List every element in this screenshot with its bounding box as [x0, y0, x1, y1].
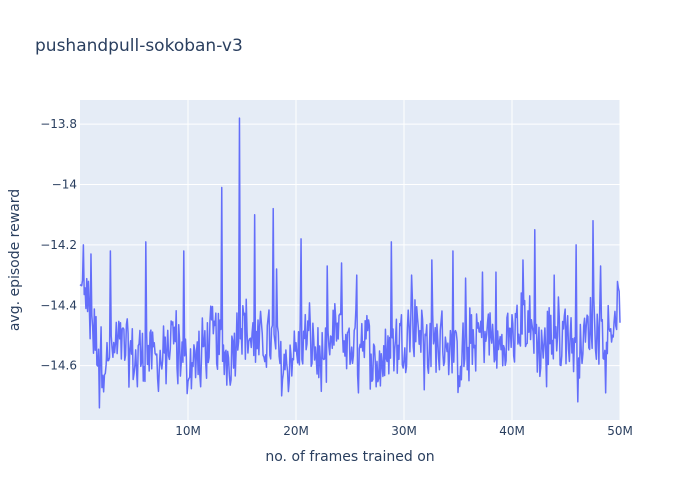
- y-tick-label: −14.6: [40, 359, 77, 373]
- x-tick-label: 30M: [391, 424, 417, 438]
- y-tick-label: −14: [52, 178, 77, 192]
- series-line: [79, 117, 621, 409]
- chart-title: pushandpull-sokoban-v3: [35, 36, 243, 56]
- x-tick-label: 20M: [283, 424, 309, 438]
- y-axis-title: avg. episode reward: [7, 189, 23, 331]
- y-axis-ticks: −14.6 −14.4 −14.2 −14 −13.8: [40, 117, 77, 373]
- y-tick-label: −14.2: [40, 238, 77, 252]
- x-tick-label: 40M: [499, 424, 525, 438]
- y-tick-label: −14.4: [40, 298, 77, 312]
- x-tick-label: 10M: [175, 424, 201, 438]
- x-axis-title: no. of frames trained on: [265, 449, 434, 465]
- x-axis-ticks: 10M 20M 30M 40M 50M: [175, 424, 633, 438]
- y-tick-label: −13.8: [40, 117, 77, 131]
- x-tick-label: 50M: [607, 424, 633, 438]
- plot-area: [80, 100, 620, 420]
